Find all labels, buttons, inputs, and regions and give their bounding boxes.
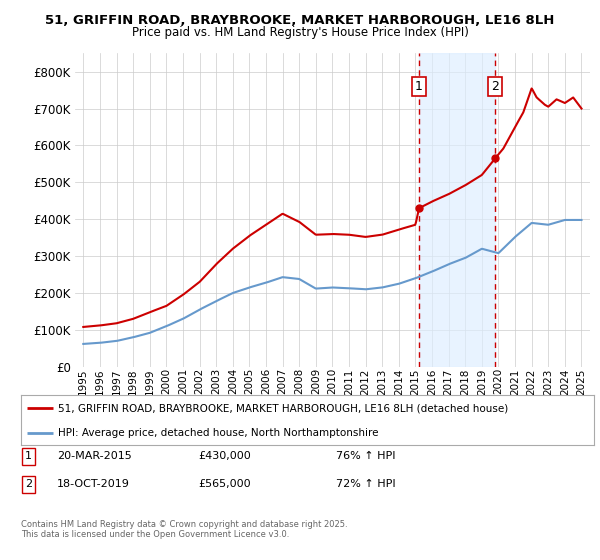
Text: 1: 1 bbox=[415, 80, 423, 93]
Text: HPI: Average price, detached house, North Northamptonshire: HPI: Average price, detached house, Nort… bbox=[58, 428, 379, 437]
Text: 20-MAR-2015: 20-MAR-2015 bbox=[57, 451, 132, 461]
Text: £430,000: £430,000 bbox=[198, 451, 251, 461]
Bar bbox=[419, 53, 495, 367]
Text: 2: 2 bbox=[25, 479, 32, 489]
Text: 72% ↑ HPI: 72% ↑ HPI bbox=[336, 479, 395, 489]
Text: 2: 2 bbox=[491, 80, 499, 93]
Text: Contains HM Land Registry data © Crown copyright and database right 2025.
This d: Contains HM Land Registry data © Crown c… bbox=[21, 520, 347, 539]
Text: 18-OCT-2019: 18-OCT-2019 bbox=[57, 479, 130, 489]
Text: 76% ↑ HPI: 76% ↑ HPI bbox=[336, 451, 395, 461]
Text: £565,000: £565,000 bbox=[198, 479, 251, 489]
Text: 51, GRIFFIN ROAD, BRAYBROOKE, MARKET HARBOROUGH, LE16 8LH (detached house): 51, GRIFFIN ROAD, BRAYBROOKE, MARKET HAR… bbox=[58, 403, 508, 413]
Text: 51, GRIFFIN ROAD, BRAYBROOKE, MARKET HARBOROUGH, LE16 8LH: 51, GRIFFIN ROAD, BRAYBROOKE, MARKET HAR… bbox=[46, 14, 554, 27]
Text: 1: 1 bbox=[25, 451, 32, 461]
Text: Price paid vs. HM Land Registry's House Price Index (HPI): Price paid vs. HM Land Registry's House … bbox=[131, 26, 469, 39]
